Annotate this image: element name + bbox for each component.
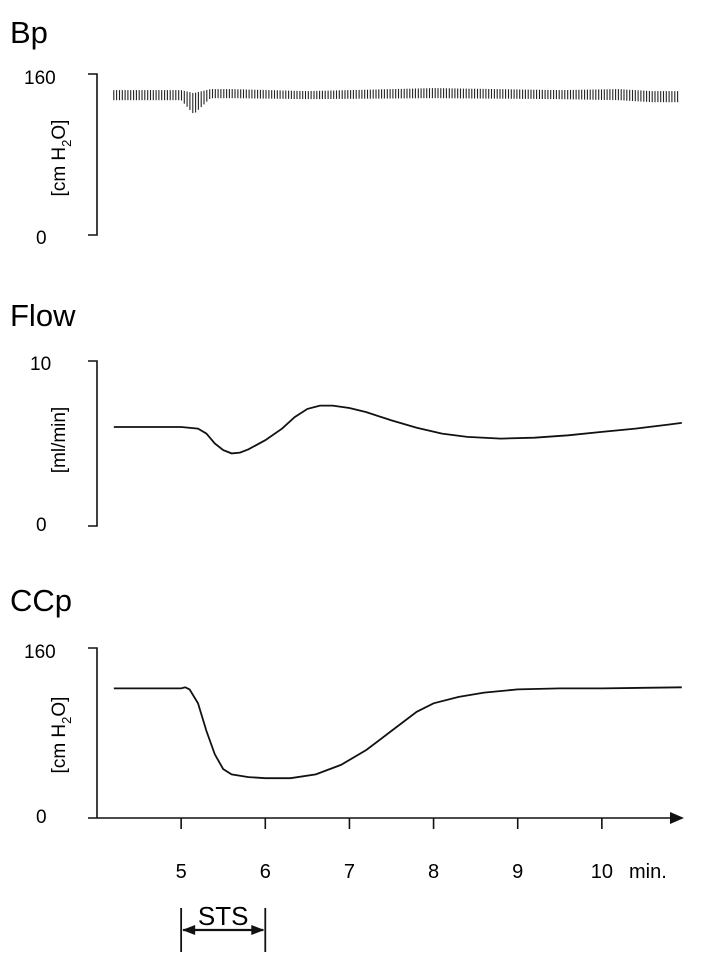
x-tick-group: 5 6 7 8 9 10 xyxy=(176,818,613,883)
bp-y-axis xyxy=(88,73,98,236)
flow-trace-group xyxy=(113,404,682,455)
flow-panel-title: Flow xyxy=(10,298,76,333)
ccp-y-axis xyxy=(88,647,98,818)
x-axis-unit: min. xyxy=(629,861,667,883)
bp-ytick-top: 160 xyxy=(24,68,56,89)
ccp-trace-group xyxy=(113,686,682,780)
ccp-ytick-top: 160 xyxy=(24,642,56,663)
ccp-ytick-bottom: 0 xyxy=(36,807,47,828)
sts-right-arrowhead xyxy=(251,925,265,935)
bp-ylabel-end: O] xyxy=(49,120,70,140)
ccp-ylabel-main: [cm H xyxy=(49,724,70,774)
flow-ylabel: [ml/min] xyxy=(49,407,70,474)
bp-panel-title: Bp xyxy=(10,15,48,50)
ccp-ylabel-sub: 2 xyxy=(59,717,74,724)
x-tick-label: 8 xyxy=(428,861,439,883)
sts-left-arrowhead xyxy=(182,925,196,935)
bp-ylabel: [cm H2O] xyxy=(49,120,74,197)
ccp-x-axis-arrow xyxy=(670,812,684,824)
bp-ylabel-main: [cm H xyxy=(49,147,70,197)
ccp-ylabel: [cm H2O] xyxy=(49,697,74,774)
sts-bracket: STS xyxy=(180,901,267,952)
bp-ytick-bottom: 0 xyxy=(36,228,47,249)
sts-label: STS xyxy=(198,901,249,931)
ccp-ylabel-end: O] xyxy=(49,697,70,717)
flow-y-axis xyxy=(88,360,98,527)
x-tick-label: 5 xyxy=(176,861,187,883)
ccp-trace xyxy=(113,686,682,780)
x-tick-label: 6 xyxy=(260,861,271,883)
x-tick-label: 9 xyxy=(512,861,523,883)
bp-ylabel-sub: 2 xyxy=(59,140,74,147)
ccp-panel-title: CCp xyxy=(10,583,72,618)
x-tick-label: 10 xyxy=(591,861,613,883)
flow-ytick-bottom: 0 xyxy=(36,515,47,536)
flow-ytick-top: 10 xyxy=(30,354,51,375)
bp-trace-group xyxy=(113,88,679,114)
flow-trace xyxy=(113,404,682,455)
x-tick-label: 7 xyxy=(344,861,355,883)
